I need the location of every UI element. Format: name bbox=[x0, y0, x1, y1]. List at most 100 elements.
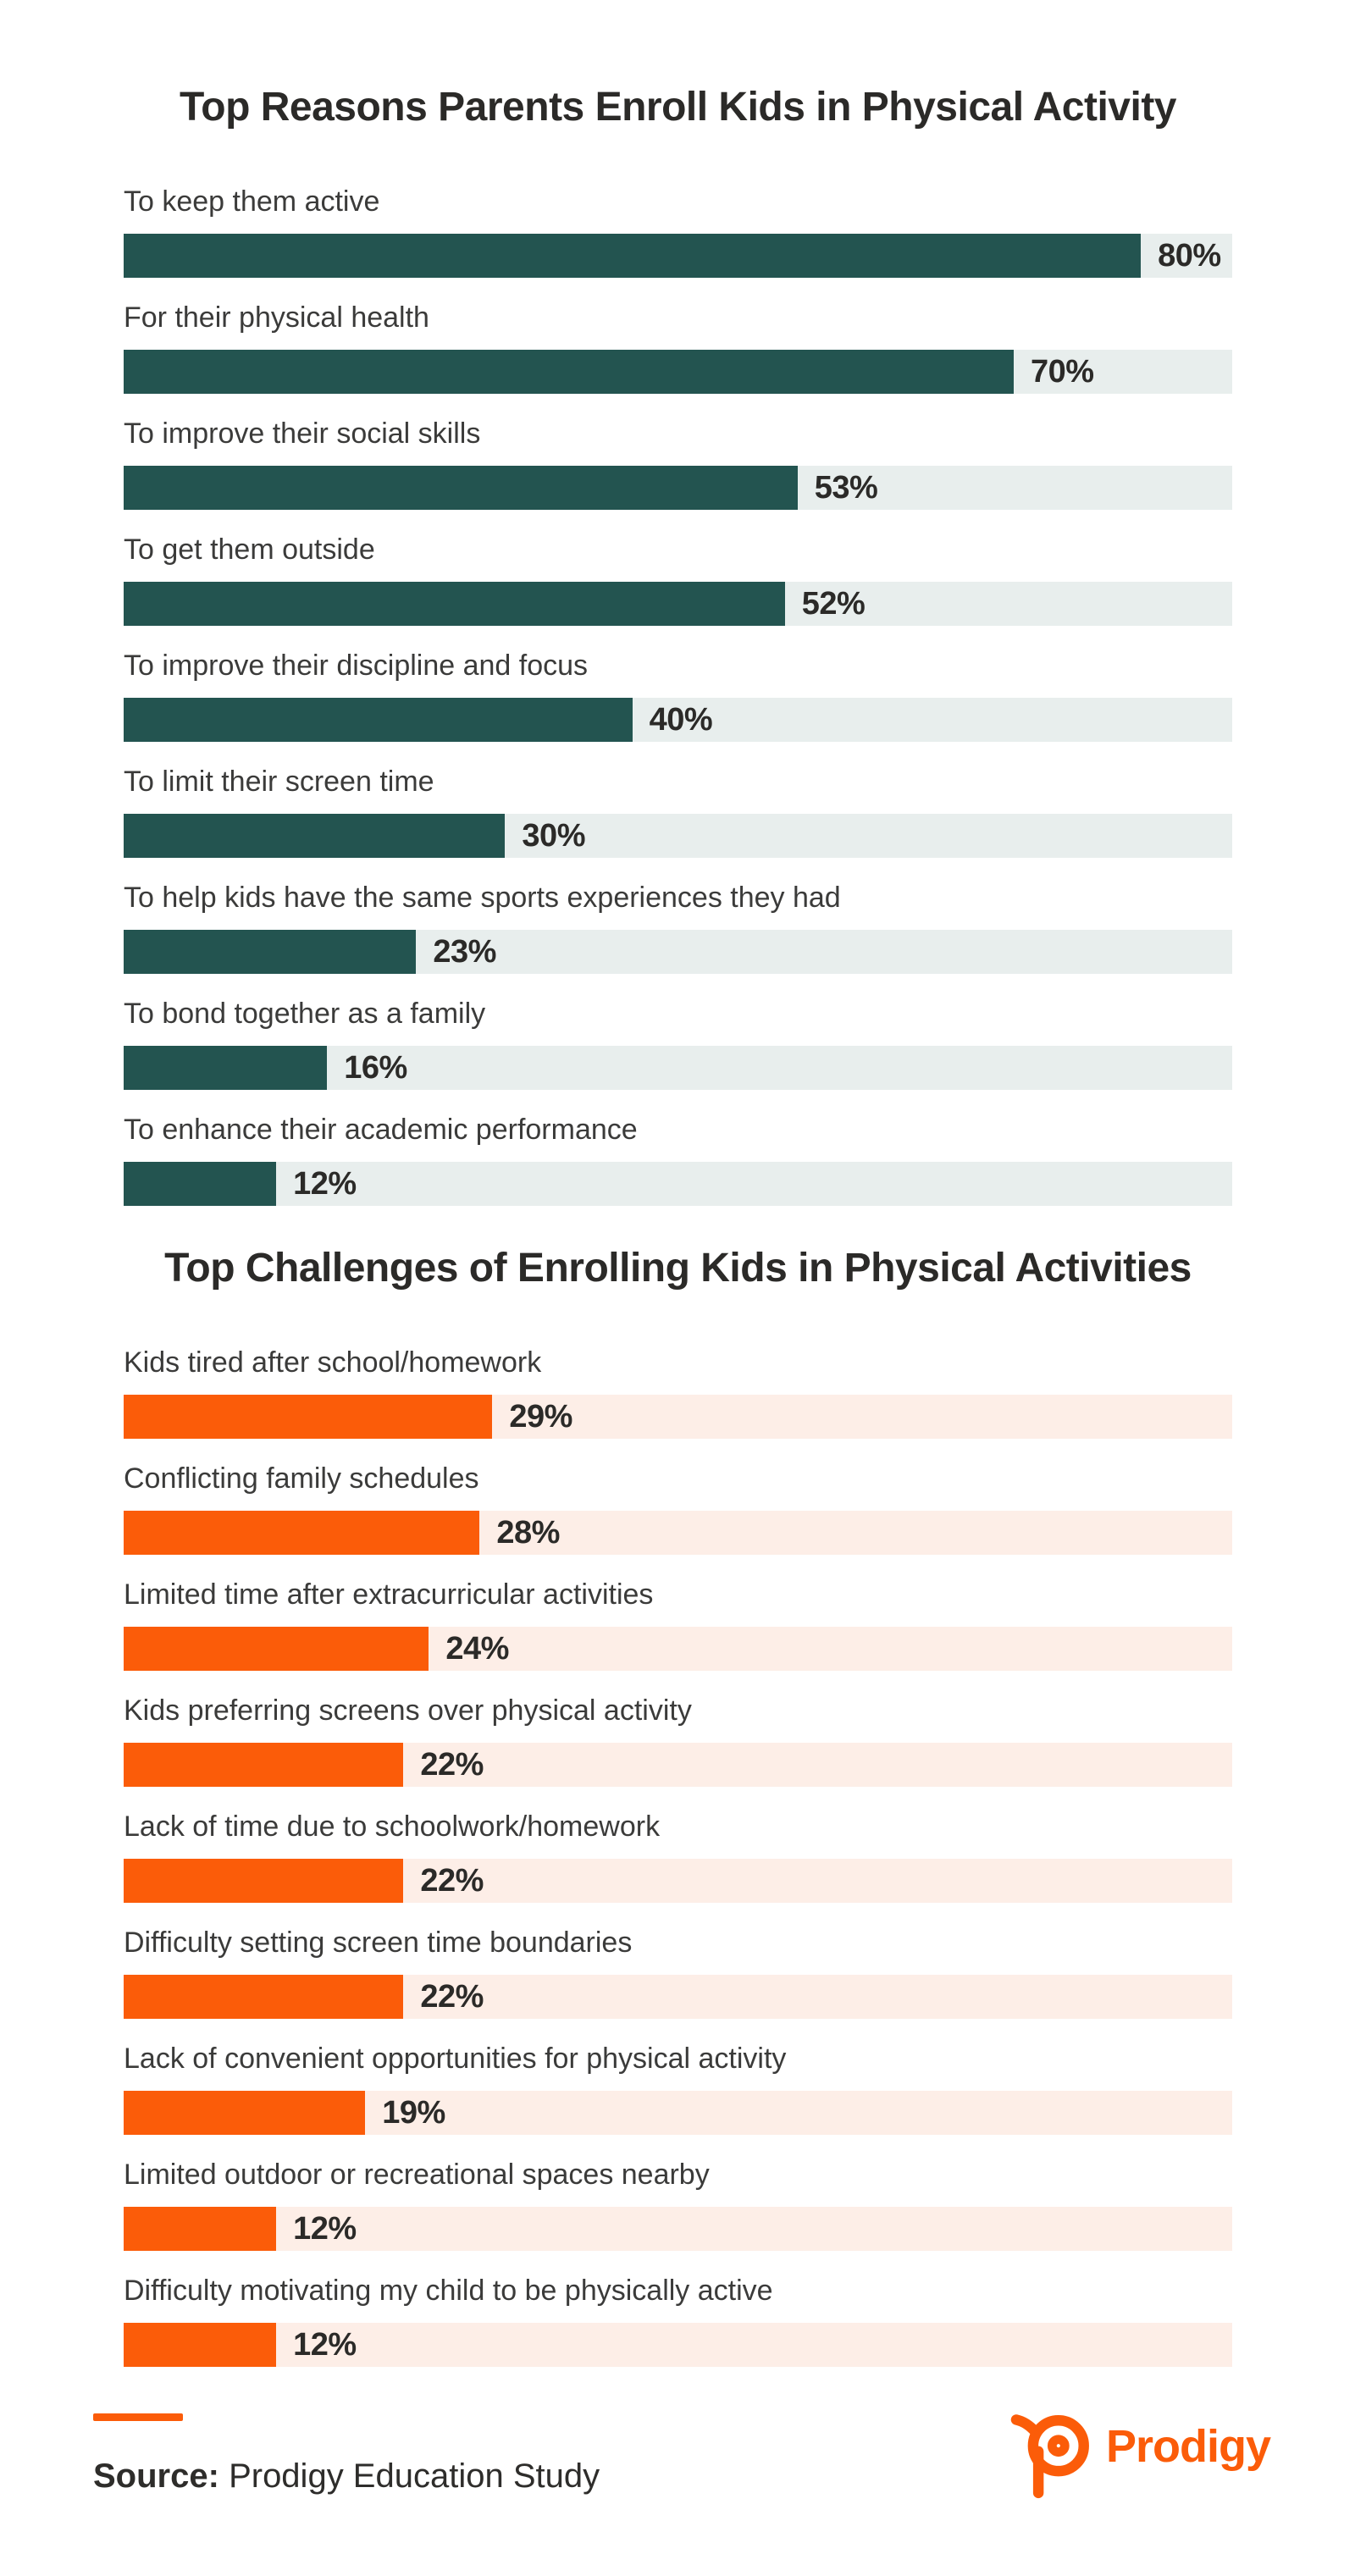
bar-value-label: 12% bbox=[293, 2326, 357, 2363]
bar-track: 22% bbox=[124, 1975, 1232, 2019]
bar-category-label: To keep them active bbox=[124, 185, 380, 218]
bar-track: 30% bbox=[124, 814, 1232, 858]
source-text: Prodigy Education Study bbox=[229, 2457, 600, 2495]
bar-category-label: To improve their social skills bbox=[124, 417, 481, 450]
bar-category-label: Limited outdoor or recreational spaces n… bbox=[124, 2159, 710, 2191]
bar-track: 12% bbox=[124, 2207, 1232, 2251]
footer: Source: Prodigy Education Study Prodigy bbox=[0, 2409, 1355, 2499]
bar-list-challenges: Kids tired after school/homework 29% Con… bbox=[124, 1346, 1232, 2367]
bar-track: 28% bbox=[124, 1511, 1232, 1555]
source-block: Source: Prodigy Education Study bbox=[93, 2413, 600, 2496]
accent-dash bbox=[93, 2413, 183, 2421]
bar-category-label: To improve their discipline and focus bbox=[124, 650, 589, 682]
bar-track: 16% bbox=[124, 1046, 1232, 1090]
bar-value-label: 28% bbox=[496, 1514, 560, 1551]
bar-fill bbox=[124, 698, 633, 742]
prodigy-logo: Prodigy bbox=[1009, 2409, 1271, 2501]
source-label: Source: bbox=[93, 2457, 219, 2495]
bar-category-label: Difficulty motivating my child to be phy… bbox=[124, 2275, 773, 2307]
prodigy-logo-icon bbox=[1010, 2414, 1089, 2499]
bar-row: Kids tired after school/homework 29% bbox=[124, 1346, 1232, 1439]
bar-track: 19% bbox=[124, 2091, 1232, 2135]
bar-row: Limited outdoor or recreational spaces n… bbox=[124, 2158, 1232, 2251]
bar-value-label: 22% bbox=[420, 1746, 484, 1783]
bar-track: 52% bbox=[124, 582, 1232, 626]
bar-value-label: 22% bbox=[420, 1978, 484, 2015]
bar-row: To improve their social skills 53% bbox=[124, 417, 1232, 510]
bar-fill bbox=[124, 1743, 404, 1787]
bar-fill bbox=[124, 1511, 480, 1555]
bar-track: 70% bbox=[124, 350, 1232, 394]
bar-category-label: To limit their screen time bbox=[124, 766, 434, 798]
bar-category-label: Lack of convenient opportunities for phy… bbox=[124, 2043, 787, 2075]
bar-row: To get them outside 52% bbox=[124, 533, 1232, 626]
bar-fill bbox=[124, 2091, 366, 2135]
chart-challenges: Top Challenges of Enrolling Kids in Phys… bbox=[0, 1245, 1355, 2367]
bar-value-label: 40% bbox=[649, 701, 713, 738]
bar-category-label: Limited time after extracurricular activ… bbox=[124, 1578, 654, 1611]
bar-value-label: 12% bbox=[293, 1165, 357, 1202]
bar-value-label: 19% bbox=[382, 2094, 445, 2131]
bar-category-label: Lack of time due to schoolwork/homework bbox=[124, 1810, 661, 1843]
bar-value-label: 53% bbox=[814, 469, 878, 506]
bar-value-label: 22% bbox=[420, 1862, 484, 1899]
bar-row: To enhance their academic performance 12… bbox=[124, 1113, 1232, 1206]
bar-track: 12% bbox=[124, 1162, 1232, 1206]
bar-row: To bond together as a family 16% bbox=[124, 997, 1232, 1090]
bar-fill bbox=[124, 814, 506, 858]
bar-fill bbox=[124, 1627, 429, 1671]
bar-track: 29% bbox=[124, 1395, 1232, 1439]
bar-fill bbox=[124, 582, 785, 626]
bar-category-label: To enhance their academic performance bbox=[124, 1114, 638, 1146]
bar-row: Difficulty motivating my child to be phy… bbox=[124, 2274, 1232, 2367]
bar-row: Difficulty setting screen time boundarie… bbox=[124, 1926, 1232, 2019]
bar-fill bbox=[124, 1975, 404, 2019]
bar-row: Conflicting family schedules 28% bbox=[124, 1462, 1232, 1555]
infographic: Top Reasons Parents Enroll Kids in Physi… bbox=[0, 0, 1355, 2499]
bar-value-label: 12% bbox=[293, 2210, 357, 2247]
bar-track: 12% bbox=[124, 2323, 1232, 2367]
bar-track: 22% bbox=[124, 1743, 1232, 1787]
bar-track: 53% bbox=[124, 466, 1232, 510]
bar-row: Kids preferring screens over physical ac… bbox=[124, 1694, 1232, 1787]
bar-fill bbox=[124, 234, 1142, 278]
bar-category-label: To help kids have the same sports experi… bbox=[124, 882, 841, 914]
bar-row: To keep them active 80% bbox=[124, 185, 1232, 278]
bar-track: 23% bbox=[124, 930, 1232, 974]
bar-track: 40% bbox=[124, 698, 1232, 742]
chart-reasons: Top Reasons Parents Enroll Kids in Physi… bbox=[0, 0, 1355, 1206]
bar-category-label: To bond together as a family bbox=[124, 998, 486, 1030]
bar-fill bbox=[124, 350, 1014, 394]
bar-fill bbox=[124, 1859, 404, 1903]
bar-row: To limit their screen time 30% bbox=[124, 765, 1232, 858]
prodigy-wordmark: Prodigy bbox=[1105, 2421, 1271, 2472]
bar-track: 24% bbox=[124, 1627, 1232, 1671]
bar-category-label: To get them outside bbox=[124, 533, 375, 566]
bar-track: 80% bbox=[124, 234, 1232, 278]
bar-value-label: 16% bbox=[344, 1049, 407, 1086]
bar-category-label: Conflicting family schedules bbox=[124, 1462, 479, 1495]
bar-category-label: Difficulty setting screen time boundarie… bbox=[124, 1926, 633, 1959]
bar-fill bbox=[124, 2323, 277, 2367]
bar-row: To improve their discipline and focus 40… bbox=[124, 649, 1232, 742]
bar-list-reasons: To keep them active 80% For their physic… bbox=[124, 185, 1232, 1206]
bar-row: To help kids have the same sports experi… bbox=[124, 881, 1232, 974]
bar-value-label: 80% bbox=[1158, 237, 1221, 274]
bar-track: 22% bbox=[124, 1859, 1232, 1903]
bar-fill bbox=[124, 466, 798, 510]
bar-row: Lack of convenient opportunities for phy… bbox=[124, 2042, 1232, 2135]
bar-fill bbox=[124, 930, 417, 974]
bar-fill bbox=[124, 1046, 328, 1090]
chart-title-reasons: Top Reasons Parents Enroll Kids in Physi… bbox=[180, 85, 1177, 130]
bar-value-label: 52% bbox=[801, 585, 866, 622]
bar-value-label: 29% bbox=[509, 1398, 572, 1434]
bar-category-label: For their physical health bbox=[124, 301, 429, 334]
bar-fill bbox=[124, 1162, 277, 1206]
bar-row: For their physical health 70% bbox=[124, 301, 1232, 394]
bar-category-label: Kids preferring screens over physical ac… bbox=[124, 1694, 692, 1727]
bar-fill bbox=[124, 1395, 493, 1439]
bar-value-label: 70% bbox=[1030, 353, 1094, 390]
chart-title-challenges: Top Challenges of Enrolling Kids in Phys… bbox=[164, 1246, 1192, 1291]
bar-row: Lack of time due to schoolwork/homework … bbox=[124, 1810, 1232, 1903]
bar-row: Limited time after extracurricular activ… bbox=[124, 1578, 1232, 1671]
